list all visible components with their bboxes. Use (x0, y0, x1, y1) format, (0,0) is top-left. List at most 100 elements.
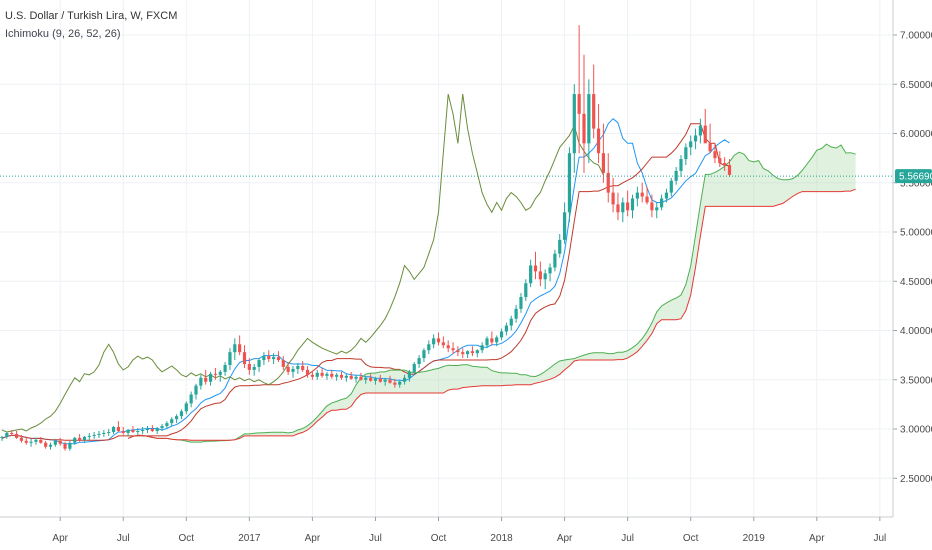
candle-body (53, 440, 57, 445)
candle-body (78, 437, 82, 440)
candle-body (349, 375, 353, 379)
candle-body (310, 374, 314, 377)
candle-body (150, 429, 154, 431)
indicator-label[interactable]: Ichimoku (9, 26, 52, 26) (5, 28, 121, 40)
candle-body (388, 379, 392, 383)
candle-body (718, 158, 722, 164)
candle-body (723, 163, 727, 166)
candle-body (359, 376, 363, 380)
candle-body (640, 192, 644, 197)
time-tick-label: 2017 (238, 533, 261, 544)
candle-body (63, 443, 67, 449)
time-tick-label: Jul (117, 533, 130, 544)
ichimoku-cloud (128, 144, 856, 443)
candle-body (470, 351, 475, 354)
candle-body (596, 128, 601, 154)
candle-body (301, 365, 305, 370)
candle-body (601, 153, 605, 173)
candle-body (194, 385, 198, 395)
candle-body (257, 360, 261, 367)
candle-body (533, 265, 538, 272)
candle-body (674, 170, 678, 181)
candle-body (218, 371, 222, 375)
candle-body (339, 374, 344, 378)
last-price-value: 5.56690 (899, 172, 932, 183)
candle-body (145, 429, 150, 430)
candle-body (107, 431, 111, 433)
candle-body (155, 428, 159, 431)
candle-body (170, 419, 174, 424)
price-tick-label: 3.50000 (900, 375, 932, 386)
candle-body (630, 198, 635, 211)
candle-body (58, 440, 62, 444)
candle-body (116, 427, 120, 431)
candle-body (495, 337, 499, 343)
candle-body (417, 358, 421, 364)
time-tick-label: Apr (52, 533, 68, 544)
candle-body (713, 151, 717, 159)
candle-body (97, 433, 101, 435)
candle-body (592, 94, 596, 129)
time-tick-label: Oct (431, 533, 447, 544)
candle-body (490, 338, 494, 343)
candle-body (39, 439, 43, 443)
candle-body (126, 429, 130, 433)
candle-body (136, 430, 140, 432)
candle-body (228, 352, 232, 365)
grid-lines (0, 0, 893, 517)
candles (0, 25, 732, 451)
candle-body (693, 135, 698, 142)
price-axis[interactable]: 2.50000 3.00000 3.50000 4.00000 4.50000 5.000… (892, 0, 932, 517)
candle-body (315, 372, 319, 377)
candle-body (538, 271, 542, 280)
candle-body (111, 427, 116, 432)
candle-body (281, 360, 285, 367)
price-tick-label: 4.50000 (900, 277, 932, 288)
candle-body (485, 338, 489, 346)
candle-body (407, 371, 411, 378)
candle-body (727, 165, 732, 175)
candle-body (364, 377, 368, 380)
candle-body (635, 192, 639, 199)
candle-body (29, 441, 33, 443)
candle-body (92, 434, 96, 436)
candle-body (524, 283, 528, 298)
candle-body (267, 356, 271, 360)
candle-body (393, 382, 397, 385)
candle-body (34, 439, 38, 442)
candle-body (412, 363, 416, 372)
candle-body (698, 125, 702, 136)
candle-body (378, 378, 382, 382)
price-tick-label: 5.00000 (900, 228, 932, 239)
time-tick-label: Apr (557, 533, 573, 544)
price-tick-label: 6.00000 (900, 129, 932, 140)
candle-body (320, 372, 324, 376)
candle-body (660, 198, 664, 208)
time-tick-label: Jul (621, 533, 634, 544)
last-price-label: 5.56690 (895, 169, 932, 184)
candle-body (369, 377, 373, 381)
leading-span-b (127, 188, 856, 441)
candle-body (291, 368, 295, 372)
candle-body (446, 345, 450, 349)
symbol-title: U.S. Dollar / Turkish Lira, W, FXCM (5, 10, 178, 22)
candle-body (611, 192, 615, 205)
candle-body (204, 377, 208, 382)
time-axis[interactable]: Apr Jul Oct 2017 Apr Jul Oct 2018 Apr Jul Oct 2019 A… (0, 516, 893, 544)
candle-body (286, 366, 290, 372)
candle-body (330, 373, 334, 377)
candle-body (432, 338, 436, 345)
candle-body (703, 125, 707, 144)
candle-body (427, 344, 431, 351)
cloud-fill (128, 144, 856, 443)
candle-body (354, 376, 358, 379)
candle-body (572, 94, 576, 154)
candle-body (160, 426, 164, 429)
chart-legend: U.S. Dollar / Turkish Lira, W, FXCM Ichi… (5, 7, 177, 43)
candle-body (558, 239, 562, 254)
candle-body (48, 444, 53, 447)
candle-body (543, 273, 547, 280)
candle-body (10, 432, 14, 434)
